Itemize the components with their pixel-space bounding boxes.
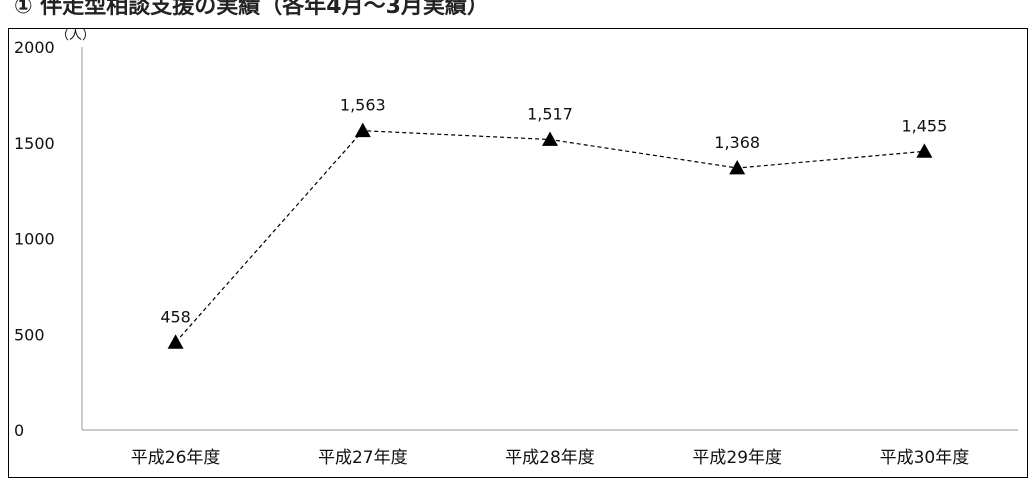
data-label: 1,368 xyxy=(714,133,760,152)
line-chart: 0 500 1000 1500 2000 平成26年度 平成27年度 平成28年度 平成29年… xyxy=(14,28,1018,466)
data-label: 1,517 xyxy=(527,104,573,123)
x-axis-categories: 平成26年度 平成27年度 平成28年度 平成29年度 平成30年度 xyxy=(131,448,969,466)
x-tick-label: 平成30年度 xyxy=(880,448,970,466)
data-point-marker xyxy=(354,122,371,138)
series-line xyxy=(175,130,925,343)
y-tick-label: 1500 xyxy=(14,134,55,153)
y-tick-label: 0 xyxy=(14,421,24,440)
chart-axes xyxy=(81,47,1018,431)
data-point-marker xyxy=(167,334,184,349)
x-tick-label: 平成29年度 xyxy=(692,448,782,466)
y-tick-label: 500 xyxy=(14,325,45,344)
data-point-marker xyxy=(729,160,746,175)
data-label: 1,563 xyxy=(340,96,386,115)
data-label: 1,455 xyxy=(901,116,947,135)
data-point-marker xyxy=(916,143,933,158)
data-point-marker xyxy=(542,131,558,146)
y-axis-unit: （人） xyxy=(56,28,95,43)
series xyxy=(167,122,933,349)
y-tick-label: 1000 xyxy=(14,230,55,249)
y-axis-ticks: 0 500 1000 1500 2000 xyxy=(14,38,55,440)
x-tick-label: 平成26年度 xyxy=(131,448,221,466)
data-label: 458 xyxy=(160,307,191,326)
x-tick-label: 平成27年度 xyxy=(318,448,408,466)
chart-title: ① 伴走型相談支援の実績（各年4月～3月実績） xyxy=(14,0,489,19)
data-labels: 458 1,563 1,517 1,368 1,455 xyxy=(160,96,947,327)
y-tick-label: 2000 xyxy=(14,38,55,57)
x-tick-label: 平成28年度 xyxy=(505,448,595,466)
chart-container: ① 伴走型相談支援の実績（各年4月～3月実績） 0 500 1000 1500 2000… xyxy=(8,0,1028,478)
